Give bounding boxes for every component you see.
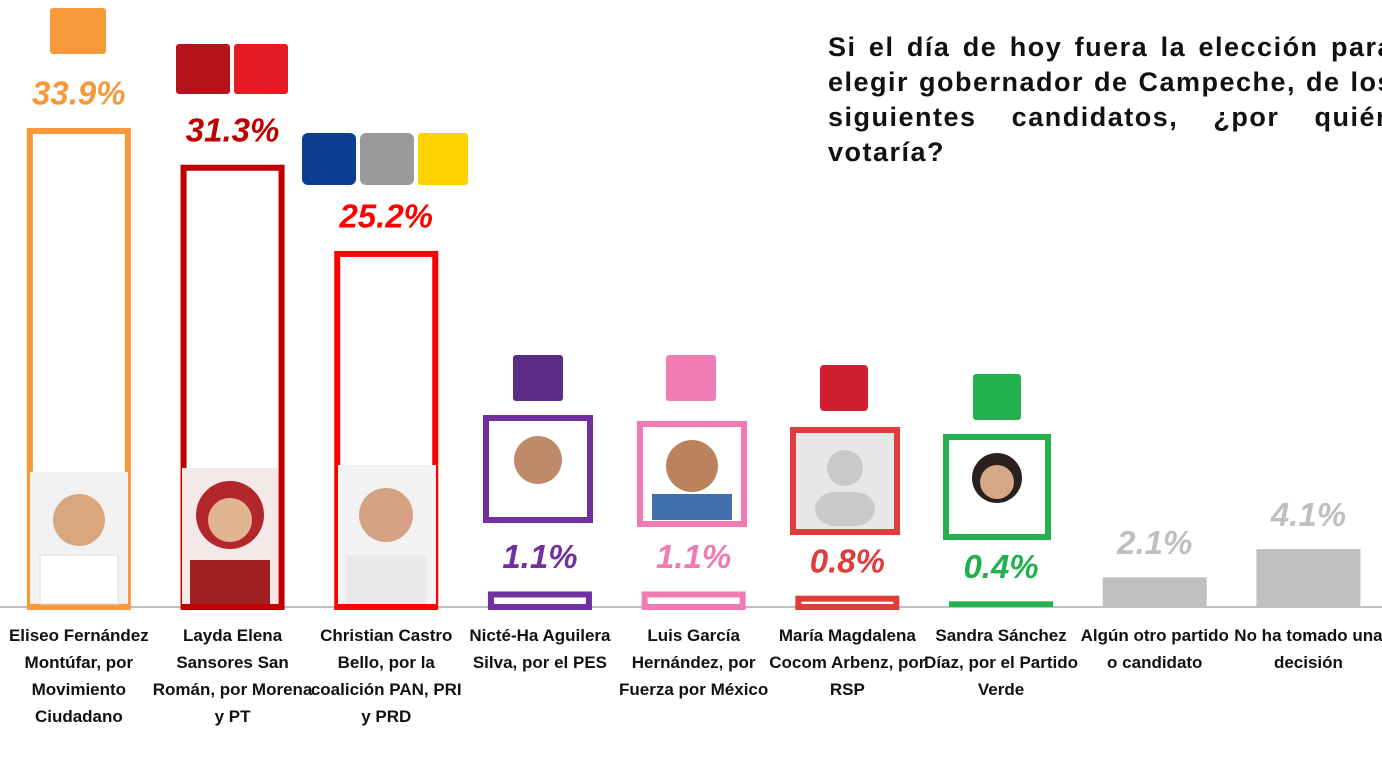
bar <box>1256 549 1361 607</box>
x-tick-label: Luis García Hernández, por Fuerza por Mé… <box>619 626 769 699</box>
bar <box>795 595 900 611</box>
data-label: 1.1% <box>502 538 577 575</box>
x-tick-label: Algún otro partido o candidato <box>1080 626 1229 672</box>
data-label: 0.8% <box>810 542 885 579</box>
data-label: 0.4% <box>963 548 1038 585</box>
logo <box>234 44 288 94</box>
logo <box>302 133 356 185</box>
x-tick-label: No ha tomado una decisión <box>1234 626 1382 672</box>
data-label: 33.9% <box>32 75 126 112</box>
photo <box>943 434 1051 540</box>
logo <box>176 44 230 94</box>
logo <box>666 355 716 401</box>
logo <box>360 133 414 185</box>
logo <box>50 8 106 54</box>
bar <box>641 591 746 610</box>
data-label: 2.1% <box>1116 524 1192 561</box>
photo <box>790 427 900 535</box>
logo <box>418 133 468 185</box>
bar <box>1102 577 1207 607</box>
x-tick-label: Christian Castro Bello, por la coalición… <box>310 626 462 726</box>
photo <box>338 465 436 604</box>
photo <box>637 421 747 527</box>
logo <box>513 355 563 401</box>
bar <box>949 601 1054 607</box>
x-tick-label: Sandra Sánchez Díaz, por el Partido Verd… <box>924 626 1079 699</box>
photo <box>30 472 128 605</box>
data-label: 31.3% <box>186 111 280 148</box>
chart-title: Si el día de hoy fuera la elección para … <box>828 32 1382 167</box>
data-label: 1.1% <box>656 538 731 575</box>
x-tick-label: María Magdalena Cocom Arbenz, por RSP <box>769 626 926 699</box>
bar <box>487 591 592 610</box>
x-tick-label: Layda Elena Sansores San Román, por More… <box>152 626 313 726</box>
x-tick-label: Eliseo Fernández Montúfar, por Movimient… <box>8 626 149 726</box>
photo <box>182 468 278 604</box>
logo <box>820 365 868 411</box>
logo <box>973 374 1021 420</box>
data-label: 4.1% <box>1270 496 1346 533</box>
data-label: 25.2% <box>338 198 433 235</box>
x-tick-label: Nicté-Ha Aguilera Silva, por el PES <box>469 626 611 672</box>
photo <box>483 415 593 523</box>
